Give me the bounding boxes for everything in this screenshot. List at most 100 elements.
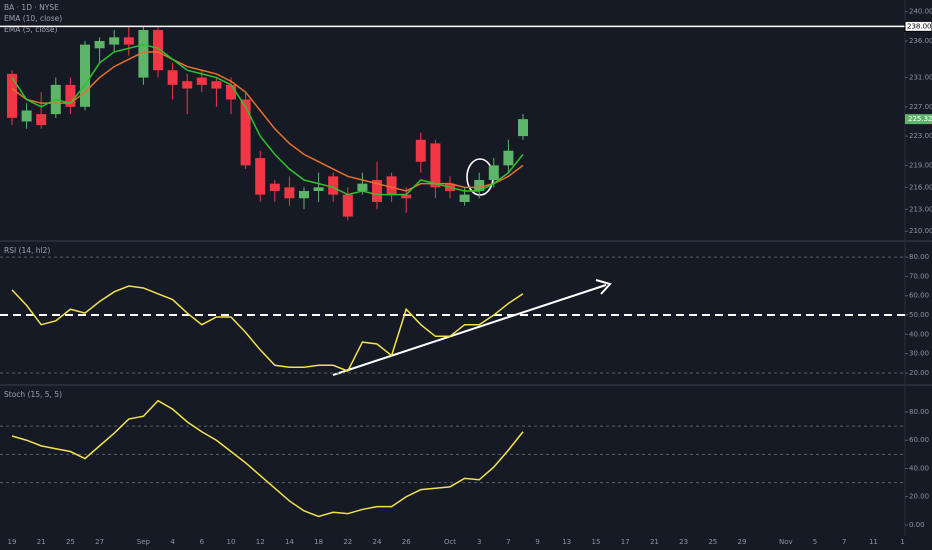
candle-body bbox=[36, 114, 47, 126]
x-tick-label: 5 bbox=[813, 538, 817, 546]
x-tick-label: 15 bbox=[592, 538, 601, 546]
x-tick-label: 22 bbox=[343, 538, 352, 546]
x-tick-label: 27 bbox=[95, 538, 104, 546]
y-tick-label: 219.00 bbox=[909, 161, 932, 169]
candle-body bbox=[415, 139, 426, 162]
x-tick-label: 21 bbox=[37, 538, 46, 546]
indicator-line bbox=[11, 399, 524, 518]
x-tick-label: 4 bbox=[170, 538, 175, 546]
x-tick-label: 9 bbox=[535, 538, 539, 546]
y-tick-label: 227.00 bbox=[909, 103, 932, 111]
x-tick-label: Nov bbox=[779, 538, 793, 546]
candle-body bbox=[328, 176, 339, 195]
indicator-line bbox=[11, 285, 524, 373]
candle-body bbox=[21, 110, 32, 122]
y-tick-label: 50.00 bbox=[909, 311, 929, 319]
x-tick-label: 18 bbox=[314, 538, 323, 546]
x-tick-label: 12 bbox=[256, 538, 265, 546]
candle-body bbox=[7, 73, 17, 118]
x-tick-label: 19 bbox=[8, 538, 17, 546]
y-tick-label: 213.00 bbox=[909, 205, 932, 213]
x-tick-label: 21 bbox=[650, 538, 659, 546]
panel-title: Stoch (15, 5, 5) bbox=[4, 390, 62, 399]
y-tick-label: 223.00 bbox=[909, 132, 932, 140]
y-tick-label: 216.00 bbox=[909, 183, 932, 191]
x-tick-label: 1 bbox=[900, 538, 904, 546]
x-tick-label: 6 bbox=[200, 538, 205, 546]
x-tick-label: 25 bbox=[66, 538, 75, 546]
y-tick-label: 70.00 bbox=[909, 272, 929, 280]
candle-body bbox=[153, 30, 163, 71]
candle-body bbox=[357, 183, 368, 191]
candle-body bbox=[196, 77, 207, 85]
y-tick-label: 20.00 bbox=[909, 493, 929, 501]
candle-body bbox=[255, 158, 266, 195]
price-label: 238.00 bbox=[907, 22, 932, 30]
y-tick-label: 80.00 bbox=[909, 253, 929, 261]
last-price-box bbox=[905, 114, 932, 125]
x-tick-label: Oct bbox=[444, 538, 456, 546]
y-tick-label: 60.00 bbox=[909, 436, 929, 444]
candle-body bbox=[474, 180, 485, 191]
y-tick-label: 30.00 bbox=[909, 350, 929, 358]
x-tick-label: 7 bbox=[506, 538, 510, 546]
candle-body bbox=[109, 37, 120, 45]
y-tick-label: 0.00 bbox=[909, 521, 925, 529]
candle-body bbox=[138, 30, 149, 78]
candle-body bbox=[80, 44, 90, 107]
candle-body bbox=[123, 37, 134, 45]
x-tick-label: 25 bbox=[708, 538, 717, 546]
x-tick-label: 3 bbox=[477, 538, 481, 546]
y-tick-label: 60.00 bbox=[909, 292, 929, 300]
candle-body bbox=[240, 99, 251, 166]
candle-body bbox=[167, 70, 178, 85]
x-tick-label: 13 bbox=[562, 538, 571, 546]
legend-entry: EMA (10, close) bbox=[4, 14, 62, 23]
candle-body bbox=[226, 84, 236, 100]
candle-body bbox=[182, 81, 193, 89]
candle-body bbox=[299, 190, 309, 199]
candle-body bbox=[284, 187, 295, 199]
x-tick-label: 11 bbox=[869, 538, 878, 546]
x-tick-label: 14 bbox=[285, 538, 294, 546]
y-tick-label: 236.00 bbox=[909, 37, 932, 45]
candle-body bbox=[342, 194, 353, 217]
trend-arrow bbox=[332, 284, 607, 376]
candle-body bbox=[372, 180, 382, 202]
candle-body bbox=[503, 150, 514, 166]
last-price-label: 225.32 bbox=[908, 115, 932, 123]
x-tick-label: 26 bbox=[402, 538, 411, 546]
legend-entry: EMA (5, close) bbox=[4, 25, 58, 34]
x-tick-label: 23 bbox=[679, 538, 688, 546]
price-label-box bbox=[904, 20, 932, 32]
candle-body bbox=[488, 165, 499, 180]
y-tick-label: 20.00 bbox=[909, 369, 929, 377]
candle-body bbox=[65, 84, 76, 107]
y-tick-label: 240.00 bbox=[909, 8, 932, 16]
symbol-title: BA · 1D · NYSE bbox=[4, 3, 59, 12]
candle-body bbox=[430, 143, 441, 188]
x-tick-label: 10 bbox=[227, 538, 236, 546]
y-tick-label: 40.00 bbox=[909, 330, 929, 338]
y-tick-label: 40.00 bbox=[909, 464, 929, 472]
trend-arrowhead bbox=[595, 279, 612, 295]
x-tick-label: Sep bbox=[137, 538, 151, 546]
y-tick-label: 231.00 bbox=[909, 74, 932, 82]
x-tick-label: 24 bbox=[373, 538, 382, 546]
candle-body bbox=[211, 81, 222, 89]
x-tick-label: 29 bbox=[738, 538, 747, 546]
panel-title: RSI (14, hl2) bbox=[4, 246, 50, 255]
candle-body bbox=[386, 176, 397, 195]
y-tick-label: 210.00 bbox=[909, 227, 932, 235]
candle-body bbox=[401, 194, 412, 199]
candle-body bbox=[313, 187, 324, 191]
candle-body bbox=[94, 40, 105, 49]
x-tick-label: 7 bbox=[842, 538, 846, 546]
candle-body bbox=[459, 194, 470, 202]
x-tick-label: 17 bbox=[621, 538, 630, 546]
ema-line bbox=[11, 43, 524, 196]
candle-body bbox=[518, 119, 528, 137]
